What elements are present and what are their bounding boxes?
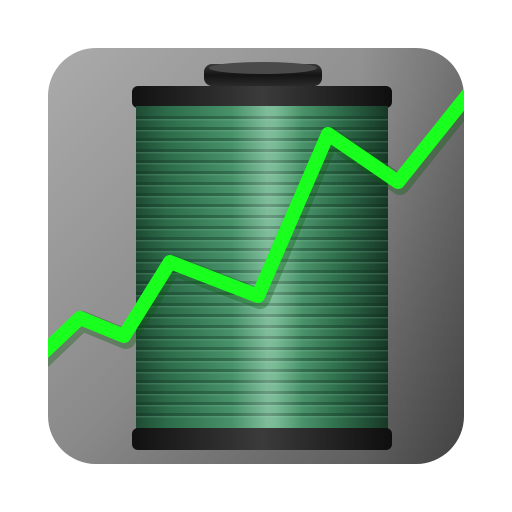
icon-canvas: [0, 0, 512, 512]
battery-monitor-app-icon: [0, 0, 512, 512]
